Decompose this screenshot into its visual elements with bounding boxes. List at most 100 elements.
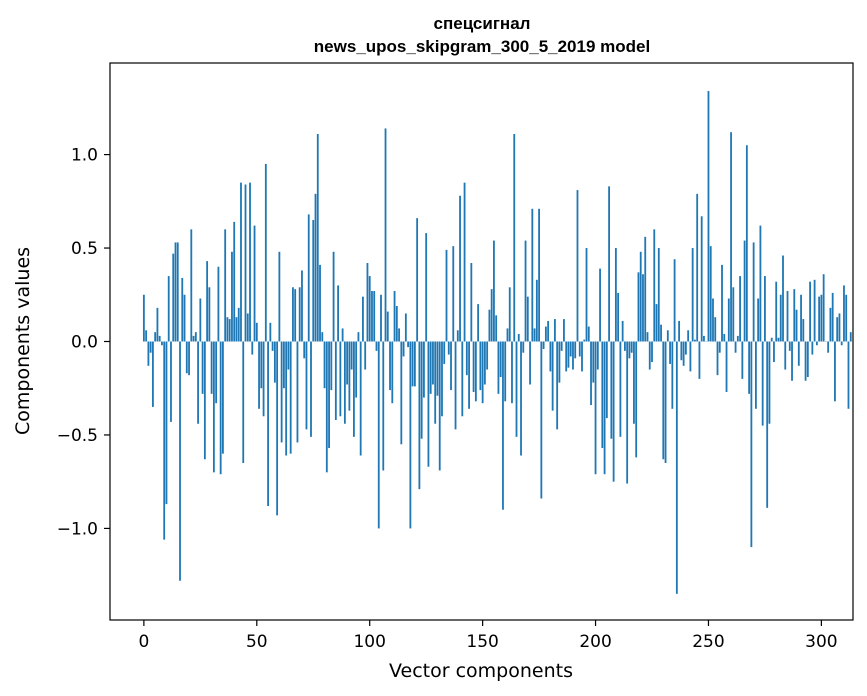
bar-240 bbox=[684, 341, 687, 355]
bar-71 bbox=[303, 341, 306, 359]
y-tick-label: −0.5 bbox=[57, 426, 98, 446]
bar-136 bbox=[450, 341, 452, 391]
bar-115 bbox=[402, 341, 405, 357]
bar-202 bbox=[599, 268, 601, 342]
bar-138 bbox=[454, 341, 457, 430]
bar-62 bbox=[282, 341, 285, 389]
bar-107 bbox=[384, 128, 387, 342]
bar-29 bbox=[208, 287, 211, 342]
bar-311 bbox=[845, 294, 848, 342]
bar-162 bbox=[508, 287, 511, 342]
bar-63 bbox=[285, 341, 288, 456]
bar-195 bbox=[583, 339, 586, 342]
bar-28 bbox=[206, 261, 209, 342]
y-tick-label: 0.5 bbox=[71, 239, 98, 259]
bar-132 bbox=[441, 341, 443, 417]
bar-89 bbox=[343, 341, 346, 424]
bar-77 bbox=[316, 134, 319, 342]
bar-60 bbox=[278, 251, 281, 342]
bar-51 bbox=[258, 341, 260, 409]
bar-172 bbox=[531, 208, 534, 342]
bar-82 bbox=[328, 341, 330, 449]
bar-231 bbox=[664, 341, 667, 463]
bar-23 bbox=[194, 332, 197, 342]
bar-120 bbox=[413, 341, 416, 387]
bar-182 bbox=[553, 319, 556, 342]
bar-94 bbox=[355, 341, 358, 398]
bar-105 bbox=[380, 294, 382, 342]
x-axis-ticks: 0 50 100 150 200 250 300 bbox=[138, 620, 838, 652]
chart-title-line-2: news_upos_skipgram_300_5_2019 model bbox=[314, 37, 650, 56]
bar-108 bbox=[386, 311, 389, 342]
bar-306 bbox=[834, 341, 836, 402]
bar-141 bbox=[461, 341, 464, 417]
bar-310 bbox=[843, 285, 845, 342]
bar-244 bbox=[694, 339, 696, 342]
bar-39 bbox=[231, 251, 233, 342]
bar-161 bbox=[506, 328, 509, 342]
bar-22 bbox=[192, 335, 195, 342]
bar-134 bbox=[445, 249, 448, 342]
bar-225 bbox=[651, 341, 653, 363]
bar-265 bbox=[741, 341, 744, 379]
bar-140 bbox=[459, 195, 461, 342]
bar-304 bbox=[829, 307, 832, 342]
bar-153 bbox=[488, 309, 491, 342]
bar-268 bbox=[748, 341, 751, 394]
bar-199 bbox=[592, 341, 595, 383]
bar-235 bbox=[673, 259, 676, 342]
bar-234 bbox=[671, 341, 674, 409]
bar-113 bbox=[398, 328, 400, 342]
bar-66 bbox=[292, 287, 294, 342]
bar-122 bbox=[418, 341, 421, 490]
bar-191 bbox=[574, 341, 577, 359]
bar-189 bbox=[569, 341, 572, 357]
bar-211 bbox=[619, 341, 622, 437]
bar-119 bbox=[411, 341, 414, 387]
bar-263 bbox=[736, 335, 739, 342]
bar-88 bbox=[341, 328, 344, 342]
bar-312 bbox=[847, 341, 850, 409]
bar-219 bbox=[637, 272, 640, 342]
bar-61 bbox=[280, 341, 283, 443]
bar-288 bbox=[793, 289, 796, 342]
bar-91 bbox=[348, 341, 351, 411]
bar-35 bbox=[222, 341, 224, 454]
bar-187 bbox=[565, 341, 568, 372]
bar-137 bbox=[452, 246, 455, 342]
bar-309 bbox=[840, 341, 843, 346]
bar-241 bbox=[687, 330, 690, 342]
bar-116 bbox=[404, 313, 407, 342]
bar-248 bbox=[703, 335, 705, 342]
bar-226 bbox=[653, 229, 656, 342]
bar-173 bbox=[533, 328, 536, 342]
bar-217 bbox=[633, 341, 635, 424]
bar-221 bbox=[642, 274, 644, 342]
bar-276 bbox=[766, 341, 769, 508]
bar-111 bbox=[393, 291, 396, 342]
bar-212 bbox=[621, 320, 624, 342]
bar-190 bbox=[572, 341, 574, 370]
bar-313 bbox=[849, 332, 852, 342]
bar-184 bbox=[558, 341, 561, 383]
y-axis-ticks: −1.0 −0.5 0.0 0.5 1.0 bbox=[57, 146, 110, 539]
bar-164 bbox=[513, 134, 516, 342]
bar-90 bbox=[346, 341, 349, 385]
bar-38 bbox=[228, 319, 231, 342]
bar-31 bbox=[212, 341, 215, 473]
bar-305 bbox=[831, 292, 834, 342]
bar-290 bbox=[797, 341, 800, 366]
bar-273 bbox=[759, 225, 762, 342]
bar-44 bbox=[242, 341, 245, 463]
bar-145 bbox=[470, 263, 473, 342]
bar-26 bbox=[201, 341, 204, 394]
bar-24 bbox=[197, 341, 199, 424]
bar-266 bbox=[743, 240, 746, 342]
bar-17 bbox=[181, 277, 184, 342]
bar-167 bbox=[520, 341, 522, 456]
bar-292 bbox=[802, 319, 805, 342]
bar-260 bbox=[730, 132, 732, 342]
bar-52 bbox=[260, 341, 263, 389]
bar-281 bbox=[777, 337, 780, 342]
bar-64 bbox=[287, 341, 290, 370]
